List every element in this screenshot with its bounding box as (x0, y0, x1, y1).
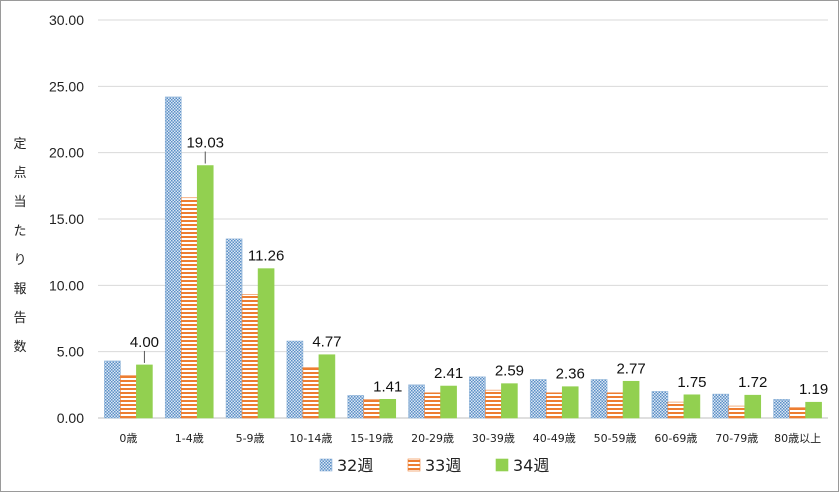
bar-3 (622, 380, 640, 419)
bar-1 (712, 393, 730, 419)
bar-1 (225, 238, 243, 419)
bars (104, 96, 822, 419)
y-axis-label-char: 点 (13, 166, 26, 181)
legend-label: 33週 (425, 456, 461, 475)
y-tick-label: 0.00 (57, 410, 84, 426)
bar-2 (363, 399, 381, 419)
bar-2 (728, 405, 746, 419)
bar-3 (501, 383, 518, 419)
bar-2 (485, 389, 502, 419)
bar-1 (408, 384, 425, 419)
bar-3 (440, 385, 457, 419)
x-tick-label: 70-79歳 (715, 432, 758, 445)
bar-1 (286, 340, 304, 419)
data-label: 4.00 (130, 334, 159, 351)
bar-3 (744, 394, 762, 419)
bar-2 (606, 392, 624, 419)
legend-swatch (319, 458, 333, 472)
gridlines (98, 19, 828, 419)
legend-label: 34週 (513, 456, 549, 475)
bar-2 (667, 401, 685, 419)
data-label: 2.41 (434, 365, 463, 382)
y-tick-label: 25.00 (49, 78, 84, 94)
y-tick-label: 20.00 (49, 145, 84, 161)
y-tick-labels: 0.00 5.00 10.00 15.00 20.00 25.00 30.00 (49, 12, 84, 426)
bar-3 (257, 268, 275, 419)
bar-3 (196, 165, 214, 419)
bar-1 (164, 96, 182, 419)
y-axis-label-char: 数 (13, 340, 26, 355)
bar-2 (180, 197, 198, 419)
data-labels: 4.00 19.03 11.26 4.77 1.41 2.41 2.59 2.36 2.77 1.… (130, 135, 828, 399)
legend-label: 32週 (337, 456, 373, 475)
data-label: 1.19 (799, 381, 828, 398)
x-tick-label: 40-49歳 (533, 432, 576, 445)
x-tick-label: 5-9歳 (236, 432, 265, 445)
x-tick-label: 20-29歳 (411, 432, 454, 445)
bar-1 (529, 379, 547, 419)
bar-3 (683, 394, 701, 419)
x-tick-label: 30-39歳 (472, 432, 515, 445)
bar-3 (318, 354, 336, 419)
data-label: 19.03 (186, 135, 224, 152)
data-label: 4.77 (312, 334, 341, 351)
x-tick-label: 50-59歳 (594, 432, 637, 445)
bar-2 (241, 294, 259, 419)
y-tick-label: 30.00 (49, 12, 84, 28)
legend: 32週 33週 34週 (319, 456, 549, 475)
bar-3 (805, 401, 822, 419)
bar-1 (773, 399, 790, 419)
bar-1 (469, 376, 486, 419)
y-axis-label-char: 当 (13, 195, 26, 210)
bar-2 (789, 407, 806, 419)
data-label: 1.72 (738, 374, 767, 391)
bar-3 (379, 398, 397, 419)
x-tick-labels: 0歳 1-4歳 5-9歳 10-14歳 15-19歳 20-29歳 30-39歳 40-49歳… (119, 432, 821, 445)
bar-1 (590, 379, 608, 419)
y-axis-label-char: 告 (13, 311, 26, 326)
bar-1 (347, 395, 365, 419)
data-label: 1.75 (677, 374, 706, 391)
data-label: 2.36 (556, 366, 585, 383)
bar-2 (545, 392, 563, 419)
bar-1 (104, 360, 121, 419)
data-label: 2.77 (616, 360, 645, 377)
data-label: 2.59 (495, 363, 524, 380)
legend-swatch (495, 458, 509, 472)
y-axis-label-char: 定 (13, 137, 26, 152)
x-tick-label: 60-69歳 (654, 432, 697, 445)
bar-3 (136, 364, 153, 419)
x-tick-label: 15-19歳 (350, 432, 393, 445)
y-axis-label-char: 報 (13, 282, 26, 297)
bar-2 (424, 392, 441, 419)
y-tick-label: 15.00 (49, 211, 84, 227)
bar-2 (120, 375, 137, 419)
y-tick-label: 10.00 (49, 277, 84, 293)
legend-swatch (407, 458, 421, 472)
bar-1 (651, 391, 669, 419)
x-tick-label: 1-4歳 (175, 432, 204, 445)
y-axis-label-char: た (13, 224, 26, 239)
x-tick-label: 10-14歳 (289, 432, 332, 445)
data-label: 1.41 (373, 378, 402, 395)
x-tick-label: 80歳以上 (774, 432, 821, 445)
bar-2 (302, 367, 320, 419)
data-label: 11.26 (248, 248, 284, 265)
bar-3 (561, 386, 579, 419)
x-tick-label: 0歳 (119, 432, 137, 445)
y-axis-label-char: り (13, 253, 26, 268)
y-tick-label: 5.00 (57, 344, 84, 360)
